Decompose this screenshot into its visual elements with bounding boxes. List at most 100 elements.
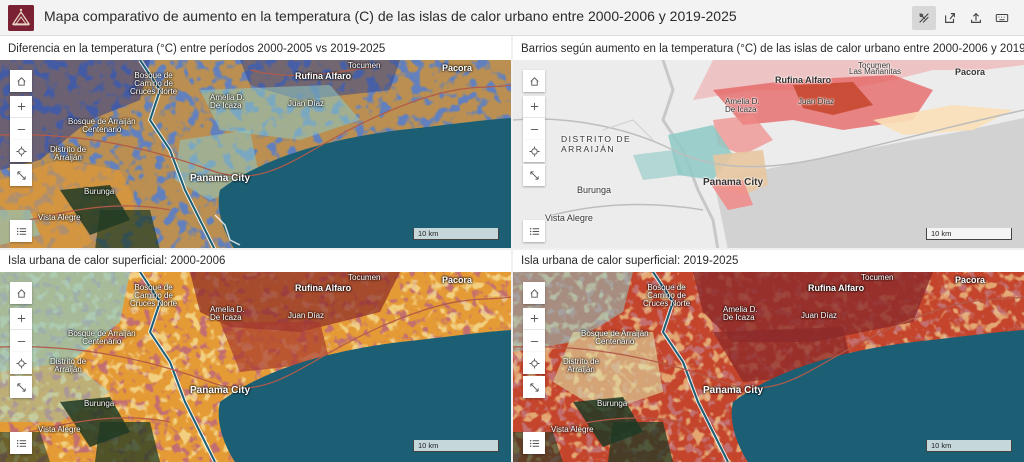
horizontal-divider (0, 248, 1024, 250)
label-amelia-icaza: Amelia D. De Icaza (723, 305, 758, 322)
home-button[interactable] (10, 70, 32, 92)
map-canvas[interactable] (513, 60, 1024, 250)
map-view[interactable]: Tocumen Pacora Rufina Alfaro Bosque de C… (0, 272, 511, 462)
label-panama-city: Panama City (703, 177, 764, 188)
legend-list-icon (16, 439, 26, 447)
panel-title: Barrios según aumento en la temperatura … (521, 43, 1024, 55)
export-button[interactable] (964, 6, 988, 30)
panel-neighborhoods: Barrios según aumento en la temperatura … (513, 38, 1024, 250)
label-bosque-arraijan: Bosque de Arraiján Centenario (68, 329, 136, 346)
home-icon (17, 76, 25, 86)
swipe-tool-button[interactable] (912, 6, 936, 30)
label-burunga: Burunga (84, 187, 115, 196)
label-tocumen: Tocumen (348, 61, 381, 70)
plus-icon (17, 102, 25, 111)
locate-button[interactable] (523, 352, 545, 374)
zoom-control (10, 96, 32, 140)
label-panama-city: Panama City (190, 173, 251, 184)
panel-title: Isla urbana de calor superficial: 2019-2… (521, 255, 739, 267)
label-pacora: Pacora (955, 275, 986, 285)
label-vista-alegre: Vista Alegre (38, 213, 81, 222)
zoom-in-button[interactable] (10, 96, 32, 118)
scale-bar: 10 km (926, 440, 1012, 452)
zoom-out-button[interactable] (523, 118, 545, 140)
locate-button[interactable] (10, 352, 32, 374)
map-view[interactable]: Tocumen Pacora Rufina Alfaro Bosque de C… (0, 60, 511, 250)
label-burunga: Burunga (597, 399, 628, 408)
label-juan-diaz: Juan Díaz (288, 99, 325, 108)
map-view[interactable]: Tocumen Pacora Las Mañanitas Rufina Alfa… (513, 60, 1024, 250)
legend-button[interactable] (523, 220, 545, 242)
label-distrito-arraijan: Distrito de Arraiján (50, 357, 87, 374)
zoom-in-button[interactable] (523, 96, 545, 118)
label-distrito-arraijan: Distrito de Arraiján (563, 357, 600, 374)
label-amelia-icaza: Amelia D. De Icaza (210, 93, 245, 110)
home-icon (530, 76, 538, 86)
expand-control (523, 376, 545, 398)
scale-bar: 10 km (413, 228, 499, 240)
panel-heat-island-2019-2025: Isla urbana de calor superficial: 2019-2… (513, 250, 1024, 462)
upload-icon (971, 12, 981, 23)
share-icon (945, 13, 955, 23)
locate-control (523, 140, 545, 162)
label-tocumen: Tocumen (861, 273, 894, 282)
legend-control (10, 220, 32, 242)
plus-icon (530, 314, 538, 323)
minus-icon (17, 128, 25, 130)
zoom-in-button[interactable] (523, 308, 545, 330)
home-control (10, 282, 32, 304)
locate-button[interactable] (10, 140, 32, 162)
locate-icon (528, 145, 540, 157)
home-button[interactable] (10, 282, 32, 304)
map-canvas[interactable] (513, 272, 1024, 462)
expand-control (10, 376, 32, 398)
label-burunga: Burunga (577, 185, 612, 195)
locate-icon (15, 357, 27, 369)
legend-button[interactable] (10, 432, 32, 454)
label-juan-diaz: Juan Díaz (288, 311, 325, 320)
locate-icon (15, 145, 27, 157)
zoom-out-button[interactable] (10, 118, 32, 140)
legend-control (523, 432, 545, 454)
legend-button[interactable] (523, 432, 545, 454)
label-distrito-arraijan: DISTRITO DE ARRAIJÁN (561, 134, 632, 154)
fullscreen-button[interactable] (523, 164, 545, 186)
label-rufina-alfaro: Rufina Alfaro (808, 283, 865, 293)
legend-control (523, 220, 545, 242)
label-juan-diaz: Juan Díaz (798, 97, 835, 106)
home-icon (530, 288, 538, 298)
zoom-out-button[interactable] (10, 330, 32, 352)
logo (8, 5, 34, 31)
label-distrito-arraijan: Distrito de Arraiján (50, 145, 87, 162)
keyboard-icon (995, 13, 1009, 23)
zoom-in-button[interactable] (10, 308, 32, 330)
label-rufina-alfaro: Rufina Alfaro (295, 283, 352, 293)
label-vista-alegre: Vista Alegre (545, 213, 593, 223)
legend-button[interactable] (10, 220, 32, 242)
map-view[interactable]: Tocumen Pacora Rufina Alfaro Bosque de C… (513, 272, 1024, 462)
locate-button[interactable] (523, 140, 545, 162)
label-bosque-camino-cruces: Bosque de Camino de Cruces Norte (130, 283, 178, 308)
fullscreen-button[interactable] (10, 164, 32, 186)
panel-title: Diferencia en la temperatura (°C) entre … (8, 43, 386, 55)
fullscreen-button[interactable] (523, 376, 545, 398)
home-control (10, 70, 32, 92)
fullscreen-button[interactable] (10, 376, 32, 398)
label-panama-city: Panama City (190, 385, 251, 396)
zoom-control (523, 308, 545, 352)
home-button[interactable] (523, 70, 545, 92)
panel-temperature-difference: Diferencia en la temperatura (°C) entre … (0, 38, 511, 250)
label-las-mananitas: Las Mañanitas (849, 67, 902, 76)
label-bosque-arraijan: Bosque de Arraiján Centenario (581, 329, 649, 346)
label-bosque-camino-cruces: Bosque de Camino de Cruces Norte (130, 71, 178, 96)
keyboard-shortcuts-button[interactable] (990, 6, 1014, 30)
label-bosque-arraijan: Bosque de Arraiján Centenario (68, 117, 136, 134)
label-tocumen: Tocumen (858, 61, 891, 70)
expand-icon (16, 382, 26, 392)
expand-icon (16, 170, 26, 180)
legend-list-icon (529, 439, 539, 447)
label-vista-alegre: Vista Alegre (551, 425, 594, 434)
home-button[interactable] (523, 282, 545, 304)
share-button[interactable] (938, 6, 962, 30)
zoom-out-button[interactable] (523, 330, 545, 352)
